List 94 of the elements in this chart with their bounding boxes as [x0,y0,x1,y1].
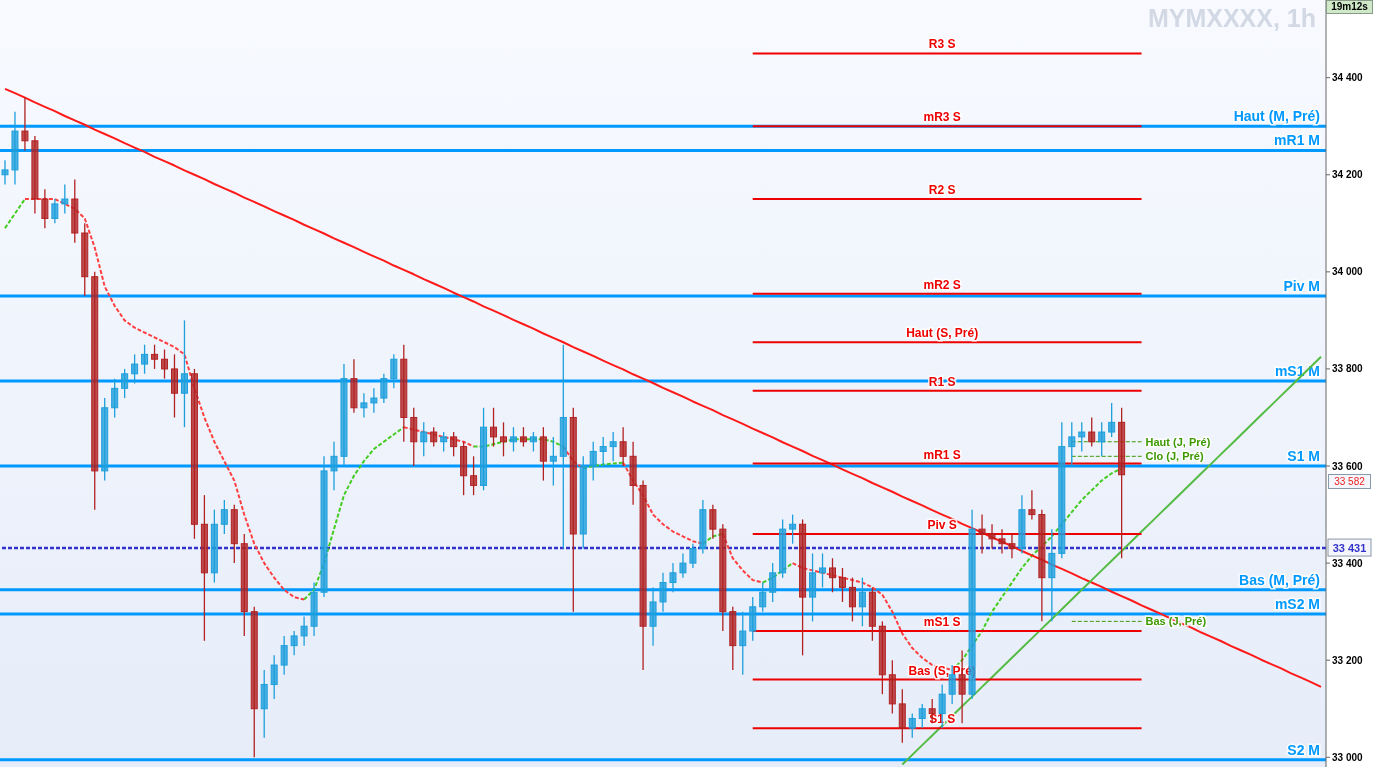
candlestick [769,562,777,603]
ref-line-label: mR1 M [1274,132,1320,149]
candlestick [1078,421,1086,453]
y-tick-label: 34 200 [1332,169,1364,181]
series-label: R3 S [928,37,956,52]
ref-line-label: S2 M [1287,741,1320,758]
candlestick [300,615,308,647]
ref-line-label: Piv M [1283,278,1320,295]
candlestick [41,188,49,229]
candlestick [111,378,119,419]
candlestick [689,543,697,569]
candlestick [908,712,916,739]
y-tick-label: 33 200 [1332,654,1364,666]
candlestick [549,436,557,487]
series-label: Haut (S, Pré) [906,326,979,341]
y-tick-label: 33 600 [1332,460,1364,472]
y-tick-label: 34 000 [1332,266,1364,278]
series-label: mR1 S [923,447,961,462]
line-series [3,87,1323,688]
ref-line-label: Bas (M, Pré) [1239,571,1320,588]
candlestick [669,562,677,593]
candlestick [21,96,29,152]
candlestick [360,392,368,419]
candlestick [589,441,597,482]
series-label: R1 S [928,374,956,389]
candlestick [988,523,996,550]
candlestick [420,421,428,457]
y-tick-label: 33 800 [1332,363,1364,375]
candlestick [161,348,169,380]
candlestick [529,431,537,453]
candlestick [978,513,986,555]
series-label: R2 S [928,183,956,198]
candlestick [838,567,846,603]
candlestick [819,552,827,589]
series-label: Piv S [927,517,957,532]
candlestick [270,654,278,700]
ref-line-label: 33 431 [1332,542,1367,555]
series-label: Clo (J, Pré) [1145,450,1204,463]
candlestick [509,426,517,453]
candlestick [599,436,607,467]
candlestick [709,504,717,540]
candlestick [848,577,856,623]
candlestick [121,368,129,399]
ref-line-label: Haut (M, Pré) [1233,108,1320,125]
ref-line-label: S1 M [1287,448,1320,465]
text: 19m12s [1326,0,1373,14]
candlestick [380,373,388,404]
candlestick [280,635,288,676]
line-series [901,355,1323,766]
candlestick [679,552,687,579]
candlestick [1,159,9,186]
candlestick [1088,416,1096,448]
y-tick-label: 33 000 [1332,751,1364,763]
text: 33 582 [1328,473,1371,489]
candlestick [759,581,767,613]
candlestick [619,426,627,467]
candlestick [440,431,448,453]
series-label: Haut (J, Pré) [1145,435,1211,448]
candlestick [51,198,59,224]
candlestick [61,183,69,215]
candlestick [500,421,507,457]
candlestick [390,353,398,389]
candlestick [519,426,527,448]
y-tick-label: 34 400 [1332,72,1364,84]
candlestick [370,387,378,414]
candlestick [858,577,866,627]
candlestick [151,344,159,370]
series-label: mR3 S [923,110,961,125]
candlestick [430,426,438,448]
candlestick [220,499,228,535]
ref-line-label: mS2 M [1274,596,1320,613]
candlestick [290,630,298,656]
candlestick [1098,421,1106,457]
candlestick [998,528,1006,555]
candlestick [1008,533,1016,559]
candlestick [659,572,667,613]
candlestick [470,455,478,496]
candlestick [450,431,458,457]
candlestick [141,344,149,375]
candlestick [739,611,747,676]
candlestick [330,441,338,491]
candlestick [131,353,139,385]
candlestick [490,407,498,448]
candlestick [918,703,926,729]
candlestick [609,431,617,462]
candlestick [1108,402,1116,438]
candlestick [180,319,188,428]
candlestick [789,513,797,545]
candlestick [1028,489,1036,521]
series-label: mS1 S [923,615,961,630]
series-label: mR2 S [923,277,961,292]
candlestick [829,557,836,593]
y-tick-label: 33 400 [1332,557,1364,569]
candlestick [1068,421,1076,467]
